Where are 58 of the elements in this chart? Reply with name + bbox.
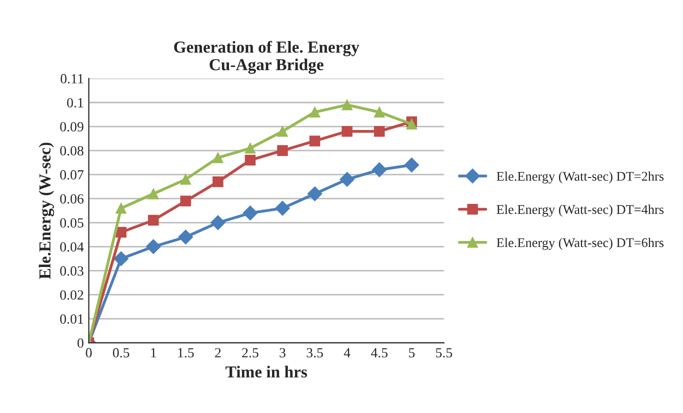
x-tick-label: 1: [151, 348, 156, 358]
x-tick-label: 2.5: [242, 348, 258, 358]
x-tick-label: 2: [215, 348, 221, 358]
point: [340, 172, 354, 187]
point: [116, 202, 126, 214]
y-tick-label: 0.03: [60, 266, 84, 276]
x-tick-label: 3: [280, 348, 286, 358]
point: [178, 230, 194, 244]
x-tick-label: 1.5: [178, 348, 194, 358]
point: [342, 126, 352, 137]
point: [404, 158, 420, 172]
point: [277, 126, 288, 137]
legend-label: Ele.Energy (Watt-sec) DT=6hrs: [496, 238, 664, 250]
x-tick-label: 4.5: [370, 348, 388, 358]
y-tick-label: 0.1: [67, 98, 84, 108]
point: [275, 200, 290, 216]
x-tick-label: 0.5: [112, 348, 130, 358]
point: [212, 152, 224, 164]
x-axis-title: Time in hrs: [226, 366, 308, 378]
legend-label: Ele.Energy (Watt-sec) DT=2hrs: [496, 171, 664, 184]
point: [374, 106, 385, 118]
point: [180, 174, 192, 185]
y-axis-title: Ele.Energy (W-sec): [38, 142, 54, 279]
y-tick-label: 0.08: [60, 146, 84, 156]
y-tick-label: 0.04: [60, 242, 84, 252]
point: [374, 126, 385, 137]
point: [307, 186, 322, 202]
y-tick-label: 0.01: [60, 314, 84, 324]
point: [244, 142, 256, 154]
point: [148, 188, 159, 200]
point: [309, 136, 320, 146]
y-tick-label: 0.06: [60, 194, 84, 204]
point: [242, 206, 258, 220]
point: [277, 145, 288, 156]
point: [406, 118, 418, 130]
x-tick-label: 4: [344, 348, 350, 358]
y-tick-label: 0.11: [60, 74, 84, 84]
x-tick-label: 3.5: [306, 348, 323, 358]
legend-label: Ele.Energy (Watt-sec) DT=4hrs: [496, 204, 664, 217]
point: [210, 215, 226, 230]
point: [148, 214, 159, 226]
y-tick-label: 0.09: [60, 122, 84, 132]
point: [244, 154, 256, 166]
point: [212, 176, 224, 188]
x-tick-label: 5.5: [436, 348, 452, 358]
point: [146, 239, 161, 254]
y-tick-label: 0.02: [60, 290, 84, 300]
point: [372, 162, 387, 178]
x-tick-label: 0: [86, 348, 92, 358]
point: [114, 251, 128, 266]
point: [180, 196, 192, 206]
point: [309, 106, 320, 118]
chart-title: Generation of Ele. Energy Cu-Agar Bridge: [174, 40, 360, 74]
y-tick-label: 0.07: [60, 170, 84, 180]
point: [342, 100, 352, 110]
y-tick-label: 0: [78, 338, 84, 348]
y-tick-label: 0.05: [60, 218, 84, 228]
x-tick-label: 5: [409, 348, 415, 358]
